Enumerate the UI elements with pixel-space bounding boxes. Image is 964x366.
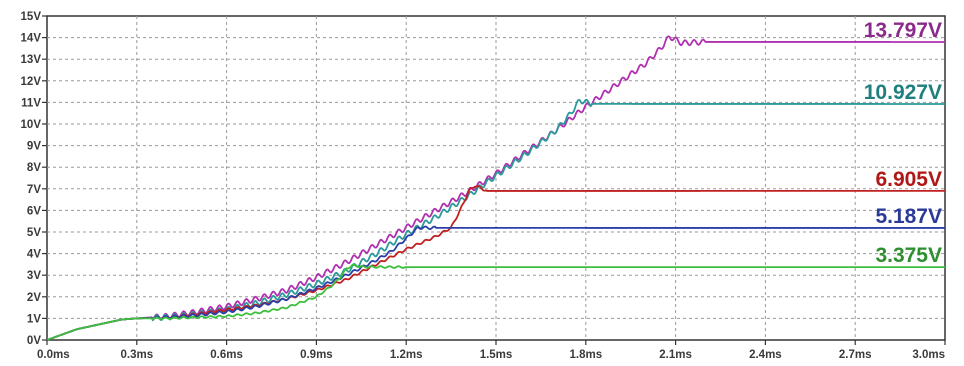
series-value-label: 13.797V bbox=[864, 19, 942, 42]
value-labels: 13.797V 10.927V 6.905V 5.187V 3.375V bbox=[864, 19, 942, 267]
y-tick-label: 10V bbox=[21, 119, 42, 131]
y-tick-label: 4V bbox=[27, 249, 41, 261]
series-lines bbox=[46, 35, 945, 341]
x-tick-label: 0.0ms bbox=[37, 349, 70, 361]
y-tick-label: 8V bbox=[27, 162, 41, 174]
x-tick-label: 2.1ms bbox=[659, 349, 692, 361]
y-tick-label: 12V bbox=[21, 76, 42, 88]
x-tick-label: 2.4ms bbox=[749, 349, 782, 361]
y-axis-ticks: 0V 1V 2V 3V 4V 5V 6V 7V 8V 9V 10V 11V 12V 13V 14V 15V bbox=[21, 11, 47, 347]
series-value-label: 3.375V bbox=[875, 244, 942, 267]
y-tick-label: 1V bbox=[27, 313, 41, 325]
y-tick-label: 13V bbox=[21, 54, 42, 66]
y-tick-label: 3V bbox=[27, 270, 41, 282]
series-line bbox=[46, 225, 945, 341]
series-value-label: 5.187V bbox=[875, 205, 942, 228]
x-tick-label: 2.7ms bbox=[839, 349, 872, 361]
x-tick-label: 0.3ms bbox=[120, 349, 153, 361]
x-tick-label: 3.0ms bbox=[912, 349, 945, 361]
series-value-label: 6.905V bbox=[875, 168, 942, 191]
y-tick-label: 0V bbox=[27, 335, 41, 347]
y-tick-label: 11V bbox=[21, 97, 41, 109]
x-tick-label: 1.5ms bbox=[480, 349, 513, 361]
y-tick-label: 6V bbox=[27, 205, 41, 217]
series-line bbox=[46, 263, 945, 341]
x-tick-label: 1.2ms bbox=[390, 349, 423, 361]
series-value-label: 10.927V bbox=[864, 81, 942, 104]
x-axis-ticks: 0.0ms 0.3ms 0.6ms 0.9ms 1.2ms 1.5ms 1.8ms 2.1ms… bbox=[37, 340, 946, 361]
y-tick-label: 14V bbox=[21, 33, 42, 45]
series-line bbox=[46, 185, 945, 341]
y-tick-label: 7V bbox=[27, 184, 41, 196]
grid bbox=[47, 16, 945, 340]
x-tick-label: 0.6ms bbox=[210, 349, 243, 361]
y-tick-label: 2V bbox=[27, 292, 41, 304]
x-tick-label: 0.9ms bbox=[300, 349, 333, 361]
x-tick-label: 1.8ms bbox=[569, 349, 602, 361]
y-tick-label: 15V bbox=[21, 11, 42, 23]
y-tick-label: 9V bbox=[27, 141, 41, 153]
y-tick-label: 5V bbox=[27, 227, 41, 239]
